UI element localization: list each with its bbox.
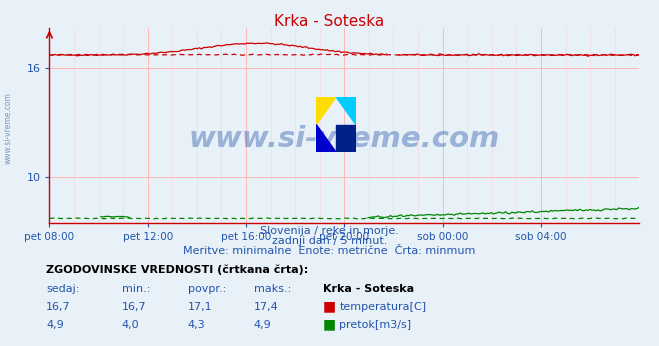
- Text: ■: ■: [323, 317, 336, 331]
- Text: 4,0: 4,0: [122, 320, 140, 330]
- Text: Krka - Soteska: Krka - Soteska: [323, 284, 414, 294]
- Text: 4,9: 4,9: [254, 320, 272, 330]
- Text: pretok[m3/s]: pretok[m3/s]: [339, 320, 411, 330]
- Text: www.si-vreme.com: www.si-vreme.com: [188, 125, 500, 153]
- Text: ■: ■: [323, 299, 336, 313]
- Text: Meritve: minimalne  Enote: metrične  Črta: minmum: Meritve: minimalne Enote: metrične Črta:…: [183, 246, 476, 256]
- Text: maks.:: maks.:: [254, 284, 291, 294]
- Text: 17,1: 17,1: [188, 302, 212, 312]
- Text: Krka - Soteska: Krka - Soteska: [274, 14, 385, 29]
- Text: 16,7: 16,7: [46, 302, 71, 312]
- Polygon shape: [316, 125, 336, 152]
- Text: povpr.:: povpr.:: [188, 284, 226, 294]
- Text: 17,4: 17,4: [254, 302, 279, 312]
- Polygon shape: [336, 125, 356, 152]
- Text: ZGODOVINSKE VREDNOSTI (črtkana črta):: ZGODOVINSKE VREDNOSTI (črtkana črta):: [46, 265, 308, 275]
- Text: Slovenija / reke in morje.: Slovenija / reke in morje.: [260, 226, 399, 236]
- Text: sedaj:: sedaj:: [46, 284, 80, 294]
- Text: 4,3: 4,3: [188, 320, 206, 330]
- Text: 16,7: 16,7: [122, 302, 146, 312]
- Text: www.si-vreme.com: www.si-vreme.com: [3, 92, 13, 164]
- Polygon shape: [316, 97, 336, 125]
- Text: zadnji dan / 5 minut.: zadnji dan / 5 minut.: [272, 236, 387, 246]
- Polygon shape: [336, 97, 356, 125]
- Text: min.:: min.:: [122, 284, 150, 294]
- Text: temperatura[C]: temperatura[C]: [339, 302, 426, 312]
- Text: 4,9: 4,9: [46, 320, 64, 330]
